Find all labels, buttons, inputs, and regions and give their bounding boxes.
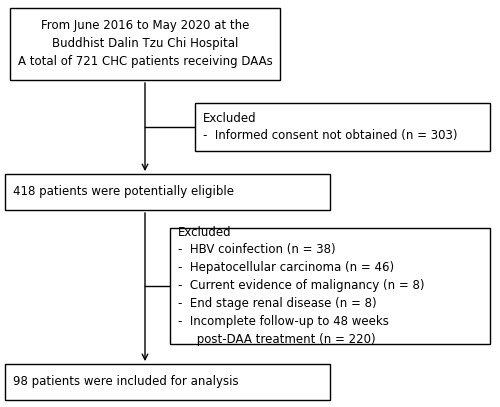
Text: 98 patients were included for analysis: 98 patients were included for analysis [13, 376, 238, 389]
Text: From June 2016 to May 2020 at the
Buddhist Dalin Tzu Chi Hospital
A total of 721: From June 2016 to May 2020 at the Buddhi… [18, 20, 272, 68]
Text: Excluded
-  HBV coinfection (n = 38)
-  Hepatocellular carcinoma (n = 46)
-  Cur: Excluded - HBV coinfection (n = 38) - He… [178, 225, 424, 346]
Bar [5, 174, 330, 210]
Bar [195, 103, 490, 151]
Text: Excluded
-  Informed consent not obtained (n = 303): Excluded - Informed consent not obtained… [203, 112, 458, 142]
Bar [10, 8, 280, 80]
Bar [170, 228, 490, 344]
Text: 418 patients were potentially eligible: 418 patients were potentially eligible [13, 186, 234, 199]
Bar [5, 364, 330, 400]
